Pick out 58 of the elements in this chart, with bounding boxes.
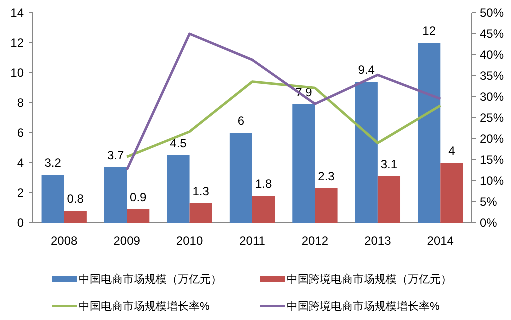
data-label: 3.1 <box>380 158 398 172</box>
bar <box>167 156 190 223</box>
data-label: 1.3 <box>192 184 210 198</box>
x-tick-label: 2008 <box>51 234 78 248</box>
bar <box>418 43 441 223</box>
bar <box>104 168 128 223</box>
bar <box>42 175 64 223</box>
bar <box>355 82 378 223</box>
bar <box>315 188 338 223</box>
legend-label: 中国跨境电商市场规模增长率% <box>287 300 440 313</box>
y2-tick-label: 15% <box>480 153 504 167</box>
data-label: 12 <box>422 24 436 38</box>
y2-tick-label: 20% <box>480 132 504 146</box>
bar <box>440 163 464 223</box>
bar <box>127 210 150 223</box>
y2-tick-label: 35% <box>480 69 504 83</box>
legend-label: 中国电商市场规模增长率% <box>79 300 210 313</box>
data-label: 0.8 <box>67 192 84 206</box>
data-label: 3.2 <box>44 156 62 170</box>
data-label: 6 <box>238 114 245 128</box>
y-tick-label: 2 <box>17 186 24 200</box>
y2-tick-label: 0% <box>480 216 498 230</box>
bar <box>292 104 316 223</box>
x-tick-label: 2010 <box>176 234 204 248</box>
bar <box>252 196 276 223</box>
legend-label: 中国跨境电商市场规模（万亿元） <box>287 273 452 286</box>
x-tick-label: 2011 <box>240 234 266 248</box>
bar <box>230 133 252 223</box>
y-tick-label: 0 <box>17 216 24 230</box>
x-tick-label: 2009 <box>114 234 141 248</box>
x-tick-label: 2014 <box>427 234 454 248</box>
y-tick-label: 8 <box>17 96 24 110</box>
y2-tick-label: 25% <box>480 111 504 125</box>
y2-tick-label: 45% <box>480 27 504 41</box>
y2-tick-label: 10% <box>480 174 504 188</box>
data-label: 4.5 <box>170 136 188 150</box>
data-label: 2.3 <box>318 170 336 184</box>
x-tick-label: 2013 <box>364 234 392 248</box>
data-label: 1.8 <box>255 177 272 191</box>
line-series <box>126 80 442 158</box>
y-tick-label: 10 <box>10 66 24 80</box>
y2-tick-label: 40% <box>480 48 504 62</box>
legend-label: 中国电商市场规模（万亿元） <box>79 273 222 286</box>
x-tick-label: 2012 <box>302 234 329 248</box>
bar <box>190 204 212 223</box>
y2-tick-label: 30% <box>480 90 504 104</box>
y-tick-label: 4 <box>17 156 24 170</box>
bar <box>378 176 401 223</box>
y2-tick-label: 5% <box>480 195 498 209</box>
data-label: 9.4 <box>358 63 376 77</box>
data-label: 3.7 <box>107 148 124 162</box>
y2-tick-label: 50% <box>480 6 504 20</box>
y-tick-label: 6 <box>17 126 24 140</box>
data-label: 4 <box>448 144 456 158</box>
y-tick-label: 12 <box>10 36 24 50</box>
data-label: 0.9 <box>130 190 148 204</box>
y-tick-label: 14 <box>10 6 24 20</box>
bar <box>64 211 87 223</box>
